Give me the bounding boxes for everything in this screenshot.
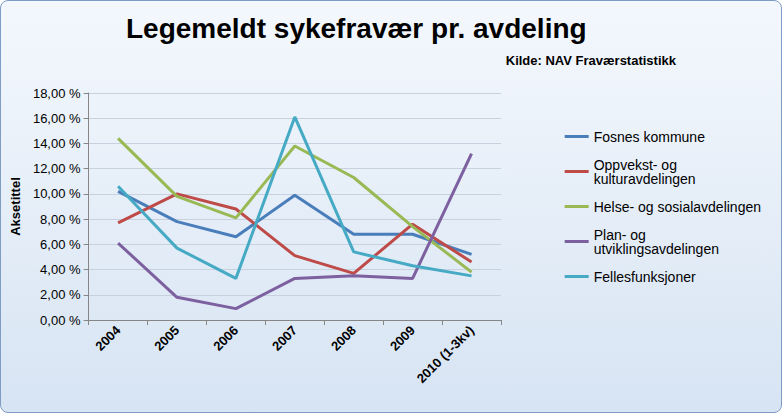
svg-text:2005: 2005: [151, 323, 182, 354]
svg-text:2,00 %: 2,00 %: [40, 287, 81, 302]
svg-text:Legemeldt sykefravær pr. avdel: Legemeldt sykefravær pr. avdeling: [126, 13, 587, 44]
svg-text:6,00 %: 6,00 %: [40, 237, 81, 252]
svg-text:10,00 %: 10,00 %: [33, 186, 81, 201]
svg-text:2010 (1-3kv): 2010 (1-3kv): [414, 323, 477, 386]
svg-text:0,00 %: 0,00 %: [40, 313, 81, 328]
svg-text:Kilde: NAV Fraværstatistikk: Kilde: NAV Fraværstatistikk: [506, 53, 677, 68]
svg-text:2008: 2008: [328, 323, 359, 354]
svg-text:12,00 %: 12,00 %: [33, 161, 81, 176]
svg-text:Oppvekst- og: Oppvekst- og: [593, 156, 681, 173]
svg-text:8,00 %: 8,00 %: [40, 212, 81, 227]
svg-text:14,00 %: 14,00 %: [33, 136, 81, 151]
svg-text:2004: 2004: [92, 322, 124, 354]
svg-text:18,00 %: 18,00 %: [33, 86, 81, 101]
svg-text:4,00 %: 4,00 %: [40, 262, 81, 277]
svg-text:16,00 %: 16,00 %: [33, 111, 81, 126]
svg-text:Aksetittel: Aksetittel: [8, 177, 23, 236]
svg-text:utviklingsavdelingen: utviklingsavdelingen: [594, 241, 719, 257]
svg-text:kulturavdelingen: kulturavdelingen: [594, 171, 696, 187]
svg-text:2009: 2009: [387, 323, 418, 354]
svg-text:Fosnes kommune: Fosnes kommune: [594, 129, 705, 145]
svg-text:Plan- og: Plan- og: [593, 226, 650, 243]
svg-text:2007: 2007: [269, 323, 300, 354]
svg-text:Fellesfunksjoner: Fellesfunksjoner: [594, 269, 696, 285]
svg-text:Helse- og sosialavdelingen: Helse- og sosialavdelingen: [594, 199, 761, 215]
svg-text:2006: 2006: [210, 323, 241, 354]
